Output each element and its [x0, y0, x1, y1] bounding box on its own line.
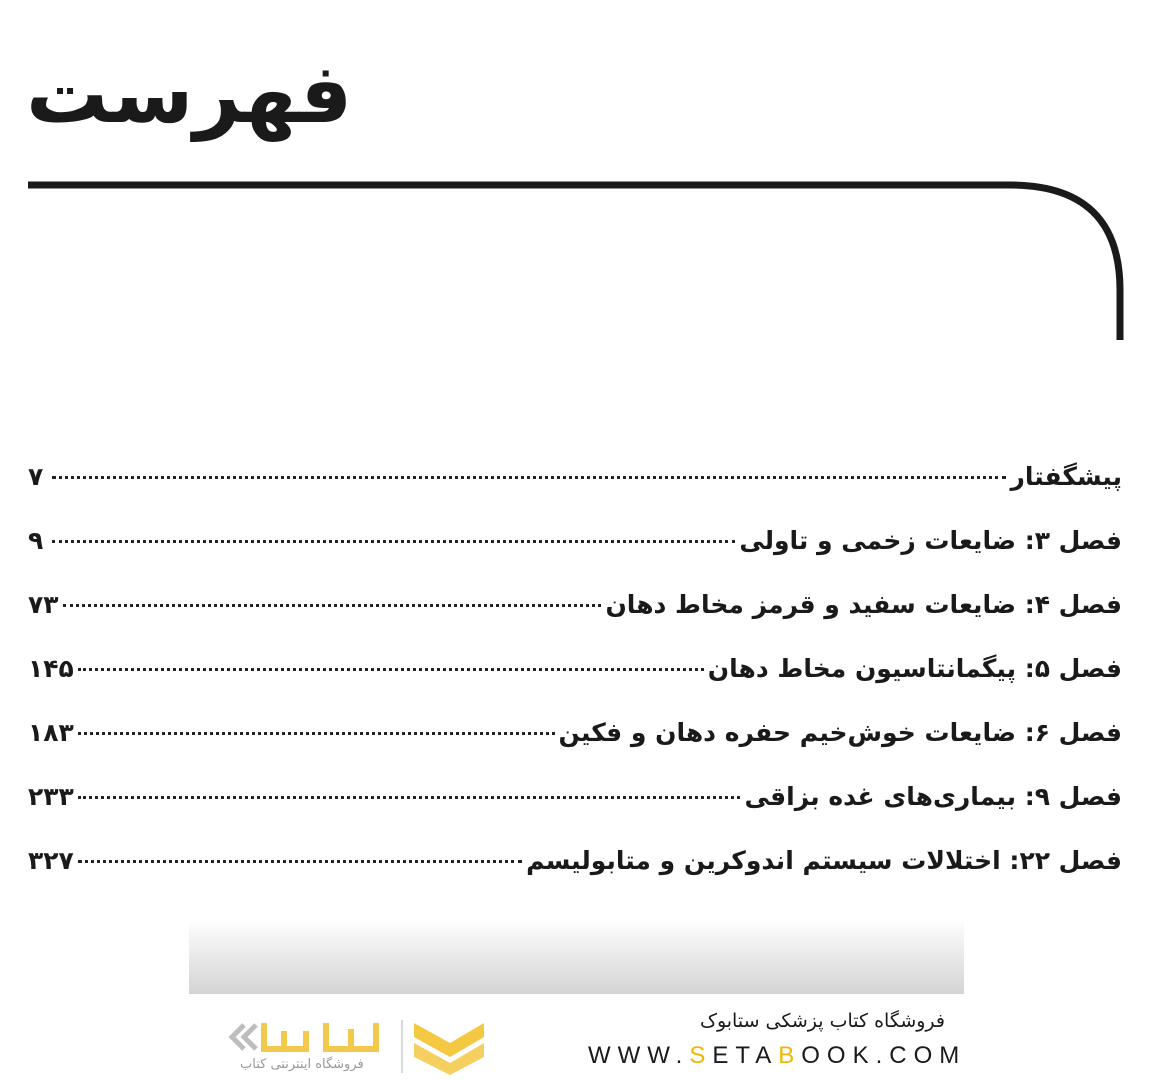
toc-entry-page: ۱۴۵	[28, 654, 74, 683]
dot-leader	[52, 540, 736, 543]
toc-entry-label: پیشگفتار	[1010, 462, 1122, 491]
chevrons-icon	[228, 1023, 258, 1051]
toc-entry-label: فصل ۴: ضایعات سفید و قرمز مخاط دهان	[605, 590, 1122, 619]
toc-entry-page: ۳۲۷	[28, 846, 74, 875]
footer-shadow-band	[189, 918, 964, 994]
logo-wordmark	[261, 1023, 379, 1052]
url-part: OOK.COM	[801, 1042, 967, 1069]
url-part-accent: S	[689, 1042, 713, 1069]
toc-entry[interactable]: فصل ۵: پیگمانتاسیون مخاط دهان ۱۴۵	[28, 654, 1122, 718]
toc-entry-page: ۲۳۳	[28, 782, 74, 811]
toc-entry-label: فصل ۲۲: اختلالات سیستم اندوکرین و متابول…	[526, 846, 1122, 875]
dot-leader	[77, 796, 741, 799]
url-part-accent: B	[778, 1042, 802, 1069]
table-of-contents: پیشگفتار ۷ فصل ۳: ضایعات زخمی و تاولی ۹ فص…	[28, 462, 1122, 910]
dot-leader	[62, 604, 602, 607]
toc-entry[interactable]: پیشگفتار ۷	[28, 462, 1122, 526]
url-part: WWW.	[588, 1042, 690, 1069]
logo-subtitle: فروشگاه اینترنتی کتاب	[240, 1057, 364, 1072]
toc-entry[interactable]: فصل ۹: بیماری‌های غده بزاقی ۲۳۳	[28, 782, 1122, 846]
toc-entry-page: ۷۳	[28, 590, 59, 619]
toc-entry-label: فصل ۶: ضایعات خوش‌خیم حفره دهان و فکین	[558, 718, 1122, 747]
toc-entry-page: ۱۸۳	[28, 718, 74, 747]
url-part: ETA	[712, 1042, 779, 1069]
toc-entry[interactable]: فصل ۴: ضایعات سفید و قرمز مخاط دهان ۷۳	[28, 590, 1122, 654]
toc-entry-page: ۹	[28, 526, 44, 555]
logo-emblem-icon	[414, 1023, 484, 1075]
dot-leader	[52, 476, 1007, 479]
toc-entry-label: فصل ۹: بیماری‌های غده بزاقی	[744, 782, 1122, 811]
setabook-logo	[228, 1020, 484, 1075]
dot-leader	[77, 668, 704, 671]
toc-entry[interactable]: فصل ۳: ضایعات زخمی و تاولی ۹	[28, 526, 1122, 590]
page-title: فهرست	[26, 47, 353, 142]
toc-entry[interactable]: فصل ۲۲: اختلالات سیستم اندوکرین و متابول…	[28, 846, 1122, 910]
toc-entry[interactable]: فصل ۶: ضایعات خوش‌خیم حفره دهان و فکین ۱۸…	[28, 718, 1122, 782]
dot-leader	[77, 860, 523, 863]
website-url[interactable]: WWW.SETABOOK.COM	[588, 1042, 966, 1070]
shop-name: فروشگاه کتاب پزشکی ستابوک	[699, 1010, 945, 1032]
toc-entry-page: ۷	[28, 462, 44, 491]
dot-leader	[77, 732, 555, 735]
header-frame-line	[28, 181, 1124, 340]
toc-entry-label: فصل ۳: ضایعات زخمی و تاولی	[739, 526, 1122, 555]
toc-entry-label: فصل ۵: پیگمانتاسیون مخاط دهان	[707, 654, 1122, 683]
